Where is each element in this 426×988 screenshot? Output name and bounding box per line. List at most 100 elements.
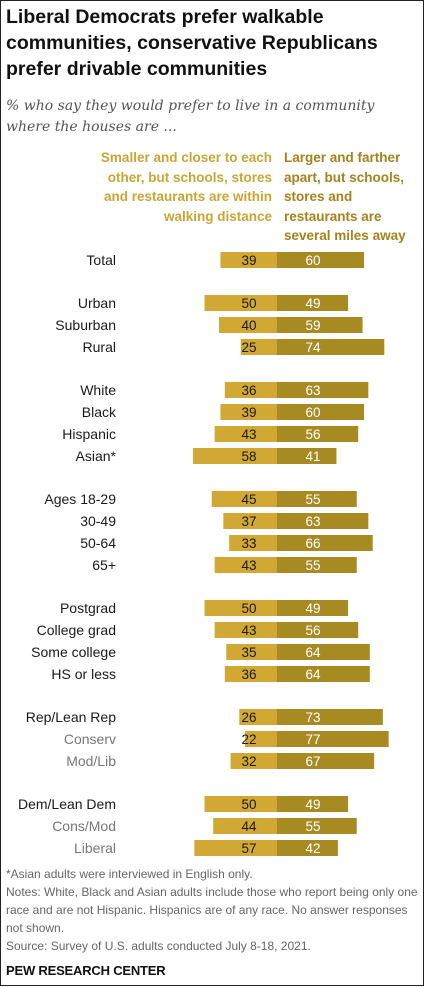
- footnote: *Asian adults were interviewed in Englis…: [6, 867, 253, 881]
- bar-walkable-rep-lean-rep: [239, 709, 277, 725]
- row-label-mod-lib: Mod/Lib: [66, 753, 116, 769]
- bar-walkable-ages-18-29: [211, 491, 277, 507]
- bar-drivable-liberal: [277, 840, 338, 856]
- bar-walkable-mod-lib: [230, 753, 277, 769]
- bar-drivable-some-college: [277, 644, 370, 660]
- value-drivable-rural: 74: [305, 340, 321, 355]
- value-walkable-65: 43: [241, 558, 256, 573]
- row-label-hs-or-less: HS or less: [51, 666, 116, 682]
- chart-notes: *Asian adults were interviewed in Englis…: [6, 865, 422, 955]
- bar-walkable-30-49: [223, 513, 277, 529]
- value-drivable-hispanic: 56: [305, 427, 320, 442]
- value-drivable-some-college: 64: [305, 645, 321, 660]
- bar-walkable-asian: [192, 448, 277, 464]
- value-drivable-ages-18-29: 55: [305, 492, 320, 507]
- value-drivable-30-49: 63: [305, 514, 320, 529]
- row-label-conserv: Conserv: [64, 731, 116, 747]
- row-label-urban: Urban: [78, 295, 116, 311]
- row-label-total: Total: [86, 252, 116, 268]
- row-label-cons-mod: Cons/Mod: [52, 818, 116, 834]
- bar-drivable-urban: [277, 295, 349, 311]
- value-drivable-suburban: 59: [305, 318, 320, 333]
- value-drivable-asian: 41: [305, 449, 320, 464]
- value-walkable-urban: 50: [241, 296, 256, 311]
- bar-walkable-some-college: [226, 644, 277, 660]
- bar-drivable-ages-18-29: [277, 491, 357, 507]
- value-drivable-rep-lean-rep: 73: [305, 710, 320, 725]
- value-walkable-cons-mod: 44: [241, 819, 257, 834]
- source-text: Source: Survey of U.S. adults conducted …: [6, 939, 311, 953]
- bar-drivable-hispanic: [277, 426, 359, 442]
- value-drivable-liberal: 42: [305, 841, 320, 856]
- row-label-postgrad: Postgrad: [60, 600, 116, 616]
- value-walkable-conserv: 22: [241, 732, 256, 747]
- bar-drivable-30-49: [277, 513, 369, 529]
- bar-drivable-white: [277, 382, 369, 398]
- bar-walkable-hispanic: [214, 426, 277, 442]
- value-drivable-white: 63: [305, 383, 320, 398]
- value-walkable-some-college: 35: [241, 645, 256, 660]
- bar-drivable-postgrad: [277, 600, 349, 616]
- bar-walkable-postgrad: [204, 600, 277, 616]
- bar-walkable-urban: [204, 295, 277, 311]
- bar-drivable-mod-lib: [277, 753, 375, 769]
- value-walkable-white: 36: [241, 383, 256, 398]
- value-walkable-mod-lib: 32: [241, 754, 256, 769]
- value-walkable-total: 39: [241, 253, 256, 268]
- notes-text: Notes: White, Black and Asian adults inc…: [6, 885, 418, 935]
- bar-drivable-50-64: [277, 535, 373, 551]
- row-label-white: White: [80, 382, 116, 398]
- bar-walkable-conserv: [245, 731, 277, 747]
- row-label-hispanic: Hispanic: [62, 426, 116, 442]
- value-walkable-hs-or-less: 36: [241, 667, 256, 682]
- row-label-dem-lean-dem: Dem/Lean Dem: [18, 796, 116, 812]
- row-label-suburban: Suburban: [55, 317, 116, 333]
- value-drivable-65: 55: [305, 558, 320, 573]
- value-drivable-urban: 49: [305, 296, 320, 311]
- row-label-50-64: 50-64: [80, 535, 116, 551]
- row-label-ages-18-29: Ages 18-29: [44, 491, 116, 507]
- bar-walkable-total: [220, 252, 277, 268]
- value-drivable-total: 60: [305, 253, 320, 268]
- value-drivable-postgrad: 49: [305, 601, 320, 616]
- pew-logo-text: PEW RESEARCH CENTER: [6, 963, 166, 978]
- value-drivable-50-64: 66: [305, 536, 320, 551]
- bar-walkable-liberal: [194, 840, 277, 856]
- bar-walkable-black: [220, 404, 277, 420]
- bar-drivable-dem-lean-dem: [277, 796, 349, 812]
- bar-walkable-65: [214, 557, 277, 573]
- value-walkable-30-49: 37: [241, 514, 256, 529]
- bar-walkable-college-grad: [214, 622, 277, 638]
- bar-drivable-college-grad: [277, 622, 359, 638]
- value-walkable-black: 39: [241, 405, 256, 420]
- bar-drivable-asian: [277, 448, 337, 464]
- bar-walkable-suburban: [219, 317, 277, 333]
- value-drivable-dem-lean-dem: 49: [305, 797, 320, 812]
- value-walkable-college-grad: 43: [241, 623, 256, 638]
- row-label-65: 65+: [92, 557, 116, 573]
- row-label-asian: Asian*: [76, 448, 117, 464]
- value-drivable-cons-mod: 55: [305, 819, 320, 834]
- bar-walkable-dem-lean-dem: [204, 796, 277, 812]
- bar-drivable-65: [277, 557, 357, 573]
- row-label-rural: Rural: [83, 339, 116, 355]
- row-label-black: Black: [82, 404, 117, 420]
- legend-walkable: Smaller and closer to each other, but sc…: [100, 150, 272, 224]
- value-walkable-postgrad: 50: [241, 601, 256, 616]
- bar-drivable-cons-mod: [277, 818, 357, 834]
- value-drivable-hs-or-less: 64: [305, 667, 321, 682]
- value-walkable-liberal: 57: [241, 841, 256, 856]
- value-walkable-suburban: 40: [241, 318, 256, 333]
- bar-walkable-rural: [240, 339, 277, 355]
- value-walkable-hispanic: 43: [241, 427, 256, 442]
- row-label-college-grad: College grad: [37, 622, 116, 638]
- bar-drivable-conserv: [277, 731, 389, 747]
- legend-drivable: Larger and farther apart, but schools, s…: [284, 150, 406, 243]
- bar-drivable-suburban: [277, 317, 363, 333]
- bar-chart: Total 39 60 Urban 50 49 Suburban 40 59 Rural 25 74 W…: [18, 252, 389, 856]
- value-drivable-mod-lib: 67: [305, 754, 320, 769]
- row-label-some-college: Some college: [31, 644, 116, 660]
- value-drivable-black: 60: [305, 405, 320, 420]
- row-label-liberal: Liberal: [74, 840, 116, 856]
- bar-walkable-white: [224, 382, 277, 398]
